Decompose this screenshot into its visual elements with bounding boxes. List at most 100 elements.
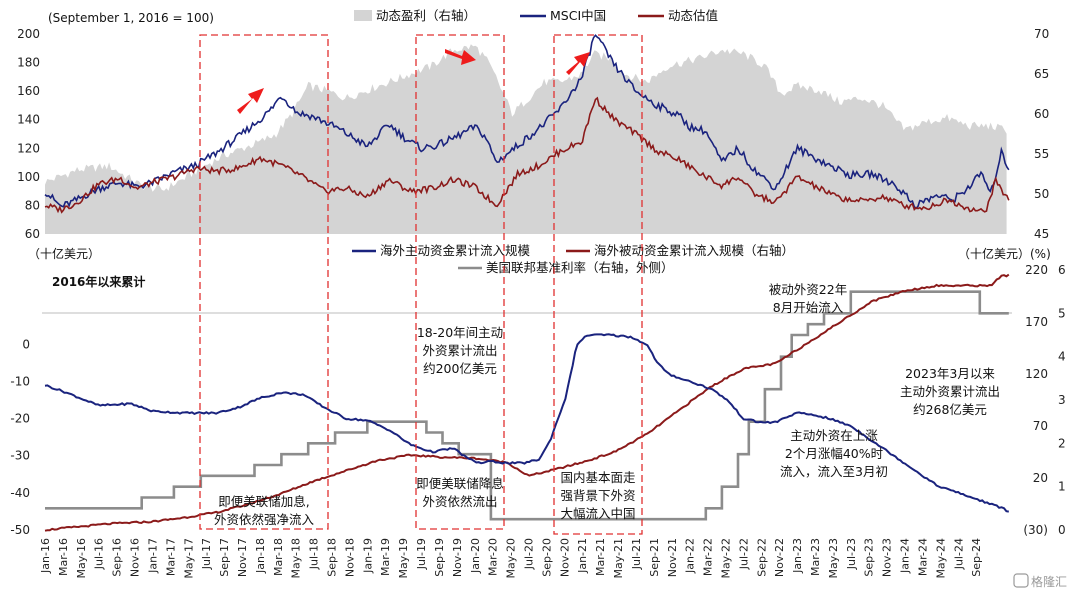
bottom-right-outer-tick-label: 2 bbox=[1058, 436, 1066, 450]
x-tick-label: Jan-19 bbox=[361, 538, 374, 574]
x-tick-label: Mar-23 bbox=[809, 538, 822, 576]
x-tick-label: Sep-20 bbox=[540, 538, 553, 577]
x-tick-label: Mar-17 bbox=[164, 538, 177, 576]
svg-text:外资累计流出: 外资累计流出 bbox=[422, 343, 497, 358]
bottom-right-tick-label: 170 bbox=[1025, 315, 1048, 329]
bottom-right-outer-tick-label: 6 bbox=[1058, 263, 1066, 277]
highlight-box-2017-2018 bbox=[199, 34, 329, 530]
legend-label-msci: MSCI中国 bbox=[550, 8, 606, 23]
svg-text:外资依然流出: 外资依然流出 bbox=[422, 494, 497, 509]
series-msci-line bbox=[44, 34, 1010, 210]
top-left-tick-label: 200 bbox=[17, 27, 40, 41]
x-tick-label: Sep-17 bbox=[218, 538, 231, 577]
bottom-right-axis: (30) 20 70 120 170 220 bbox=[1023, 263, 1048, 537]
x-tick-label: Nov-22 bbox=[773, 538, 786, 577]
x-axis: Jan-16 Mar-16 May-16 Jul-16 Sep-16 Nov-16 Jan-… bbox=[39, 538, 983, 579]
x-tick-label: Sep-23 bbox=[863, 538, 876, 577]
series-fedrate-line bbox=[45, 290, 1009, 521]
top-right-tick-label: 60 bbox=[1034, 107, 1049, 121]
x-tick-label: Sep-21 bbox=[648, 538, 661, 577]
top-right-tick-label: 45 bbox=[1034, 227, 1049, 241]
x-tick-label: Jan-21 bbox=[576, 538, 589, 574]
bottom-right-tick-label: 220 bbox=[1025, 263, 1048, 277]
svg-text:约268亿美元: 约268亿美元 bbox=[913, 402, 987, 417]
svg-text:约200亿美元: 约200亿美元 bbox=[423, 361, 497, 376]
top-right-axis: 45 50 55 60 65 70 bbox=[1034, 27, 1049, 241]
x-tick-label: Mar-24 bbox=[917, 538, 930, 576]
right-arrow-icon bbox=[445, 49, 476, 65]
bottom-right-unit: （十亿美元） bbox=[958, 246, 1030, 261]
x-tick-label: Jan-23 bbox=[791, 538, 804, 574]
annotation-rate-hike: 即便美联储加息, 外资依然强净流入 bbox=[214, 494, 315, 527]
bottom-right-tick-label: 70 bbox=[1033, 419, 1048, 433]
trend-arrows bbox=[237, 49, 590, 114]
top-left-tick-label: 60 bbox=[25, 227, 40, 241]
svg-text:主动外资在上涨: 主动外资在上涨 bbox=[790, 428, 878, 443]
svg-text:被动外资22年: 被动外资22年 bbox=[769, 282, 847, 297]
bottom-left-tick-label: -50 bbox=[10, 523, 30, 537]
x-tick-label: May-19 bbox=[397, 538, 410, 579]
x-tick-label: Jul-24 bbox=[952, 538, 965, 570]
x-tick-label: May-23 bbox=[827, 538, 840, 579]
x-tick-label: Jul-17 bbox=[200, 538, 213, 570]
legend-label-active: 海外主动资金累计流入规模 bbox=[380, 243, 531, 258]
top-right-tick-label: 65 bbox=[1034, 67, 1049, 81]
x-tick-label: Jul-18 bbox=[308, 538, 321, 570]
top-left-tick-label: 100 bbox=[17, 170, 40, 184]
bottom-right-tick-label: 20 bbox=[1033, 471, 1048, 485]
x-tick-label: Mar-22 bbox=[702, 538, 715, 576]
top-right-tick-label: 55 bbox=[1034, 147, 1049, 161]
bottom-chart: （十亿美元） （十亿美元） (%) 2016年以来累计 海外主动资金累计流入规模… bbox=[10, 243, 1065, 579]
legend-label-fedrate: 美国联邦基准利率（右轴，外侧） bbox=[486, 260, 674, 275]
bottom-right-outer-tick-label: 3 bbox=[1058, 393, 1066, 407]
x-tick-label: Nov-17 bbox=[236, 538, 249, 577]
x-tick-label: Jan-18 bbox=[254, 538, 267, 574]
x-tick-label: Jan-20 bbox=[469, 538, 482, 574]
annotation-rally-inflow: 主动外资在上涨 2个月涨幅40%时 流入，流入至3月初 bbox=[780, 428, 888, 479]
top-right-tick-label: 50 bbox=[1034, 187, 1049, 201]
bottom-left-tick-label: -40 bbox=[10, 486, 30, 500]
x-tick-label: Nov-16 bbox=[129, 538, 142, 577]
legend-label-profit: 动态盈利（右轴） bbox=[376, 8, 476, 23]
legend-swatch-profit bbox=[354, 10, 372, 21]
watermark-logo-icon bbox=[1013, 573, 1029, 588]
x-tick-label: May-16 bbox=[75, 538, 88, 579]
x-tick-label: Nov-20 bbox=[558, 538, 571, 577]
x-tick-label: Mar-21 bbox=[594, 538, 607, 576]
svg-text:主动外资累计流出: 主动外资累计流出 bbox=[900, 384, 1000, 399]
bottom-right-outer-tick-label: 5 bbox=[1058, 306, 1066, 320]
x-tick-label: Jan-16 bbox=[39, 538, 52, 574]
bottom-right-tick-label: (30) bbox=[1023, 523, 1048, 537]
legend-label-passive: 海外被动资金累计流入规模（右轴） bbox=[594, 243, 794, 258]
x-tick-label: May-17 bbox=[182, 538, 195, 579]
highlight-box-2020-2021 bbox=[553, 34, 643, 535]
bottom-left-tick-label: -30 bbox=[10, 449, 30, 463]
annotation-rate-cut: 即便美联储降息 外资依然流出 bbox=[416, 476, 504, 509]
x-tick-label: Jul-19 bbox=[415, 538, 428, 570]
watermark: 格隆汇 bbox=[1013, 573, 1067, 589]
annotations: 即便美联储加息, 外资依然强净流入 18-20年间主动 外资累计流出 约200亿… bbox=[214, 282, 1000, 527]
x-tick-label: Mar-19 bbox=[379, 538, 392, 576]
svg-text:18-20年间主动: 18-20年间主动 bbox=[417, 325, 503, 340]
bottom-right2-unit: (%) bbox=[1030, 247, 1051, 261]
x-tick-label: Mar-20 bbox=[487, 538, 500, 576]
x-tick-label: Nov-21 bbox=[666, 538, 679, 577]
annotation-passive-inflow: 被动外资22年 8月开始流入 bbox=[769, 282, 847, 315]
up-arrow-icon bbox=[566, 52, 590, 75]
watermark-text: 格隆汇 bbox=[1031, 574, 1067, 589]
x-tick-label: Nov-19 bbox=[451, 538, 464, 577]
up-arrow-icon bbox=[237, 88, 264, 114]
series-profit-area bbox=[45, 44, 1007, 235]
top-right-tick-label: 70 bbox=[1034, 27, 1049, 41]
series-active-line bbox=[44, 333, 1009, 513]
bottom-left-unit: （十亿美元） bbox=[28, 246, 100, 261]
x-tick-label: Jul-23 bbox=[845, 538, 858, 570]
bottom-right-outer-tick-label: 4 bbox=[1058, 350, 1066, 364]
x-tick-label: Mar-18 bbox=[272, 538, 285, 576]
svg-text:流入，流入至3月初: 流入，流入至3月初 bbox=[780, 464, 888, 479]
svg-text:8月开始流入: 8月开始流入 bbox=[773, 300, 844, 315]
top-chart-legend: 动态盈利（右轴） MSCI中国 动态估值 bbox=[354, 8, 718, 23]
x-tick-label: Sep-22 bbox=[755, 538, 768, 577]
x-tick-label: Jul-22 bbox=[737, 538, 750, 570]
x-tick-label: Sep-24 bbox=[970, 538, 983, 577]
